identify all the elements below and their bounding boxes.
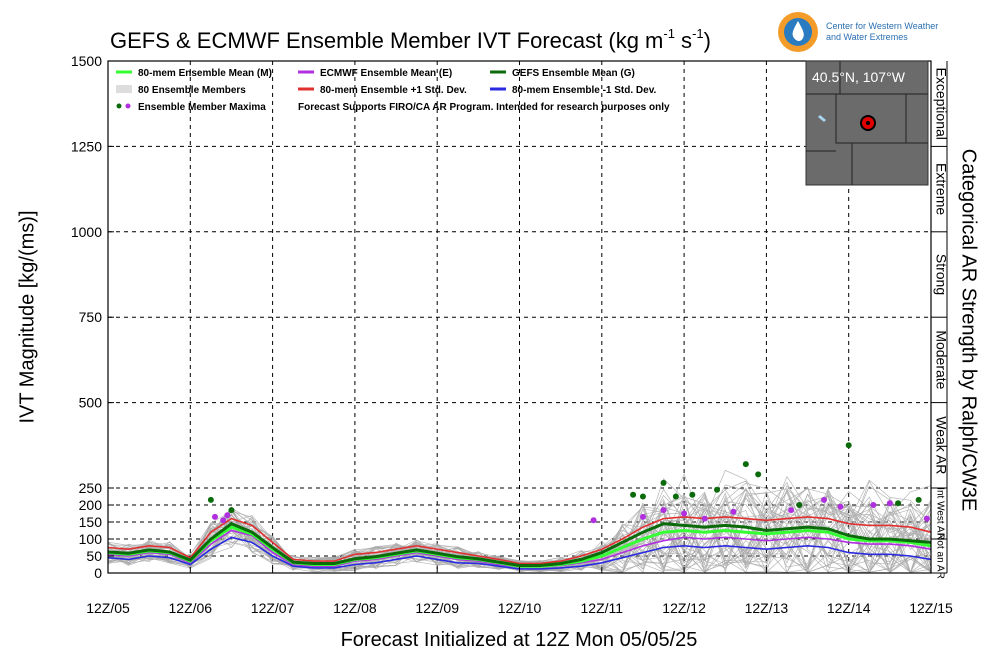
lake-shape: [818, 115, 826, 122]
logo-line-1: Center for Western Weather: [826, 21, 938, 31]
maxima-dot-gefs: [689, 491, 696, 498]
x-tick-label: 12Z/12: [662, 600, 706, 616]
x-tick-label: 12Z/13: [745, 600, 789, 616]
ensemble-maxima: [207, 442, 930, 524]
logo-line-2: and Water Extremes: [826, 32, 908, 42]
maxima-dot-ecmwf: [224, 512, 231, 519]
legend-label: GEFS Ensemble Mean (G): [512, 68, 635, 79]
category-label: Exceptional: [933, 68, 949, 140]
maxima-dot-ecmwf: [639, 513, 646, 520]
maxima-dot-ecmwf: [821, 496, 828, 503]
ar-strength-label: Categorical AR Strength by Ralph/CW3E: [958, 149, 980, 511]
legend-label: 80-mem Ensemble Mean (M): [138, 68, 272, 79]
x-tick-label: 12Z/07: [251, 600, 295, 616]
legend-label: ECMWF Ensemble Mean (E): [320, 68, 452, 79]
maxima-dot-ecmwf: [923, 515, 930, 522]
legend-swatch: [116, 103, 122, 109]
category-label: Int West AR: [934, 487, 945, 540]
x-tick-label: 12Z/05: [86, 600, 130, 616]
maxima-dot-gefs: [915, 496, 922, 503]
maxima-dot-ecmwf: [886, 500, 893, 507]
x-tick-label: 12Z/10: [498, 600, 542, 616]
maxima-dot-gefs: [755, 471, 762, 478]
maxima-dot-gefs: [639, 493, 646, 500]
category-label: Moderate: [933, 330, 949, 389]
category-label: Not an AR: [934, 533, 945, 579]
y-tick-label: 1250: [71, 138, 102, 154]
maxima-dot-ecmwf: [681, 510, 688, 517]
series-lines: [107, 516, 932, 570]
maxima-dot-ecmwf: [220, 517, 227, 524]
maxima-dot-gefs: [845, 442, 852, 449]
maxima-dot-gefs: [207, 496, 214, 503]
x-tick-label: 12Z/11: [581, 600, 624, 616]
y-tick-label: 150: [79, 514, 103, 530]
y-tick-label: 100: [79, 531, 103, 547]
legend: 80-mem Ensemble Mean (M) ECMWF Ensemble M…: [116, 68, 670, 113]
category-label: Strong: [933, 254, 949, 295]
category-label: Extreme: [933, 163, 949, 215]
y-tick-label: 1500: [71, 53, 102, 69]
legend-note: Forecast Supports FIRO/CA AR Program. In…: [298, 102, 670, 113]
legend-label: 80-mem Ensemble +1 Std. Dev.: [320, 85, 467, 96]
x-tick-label: 12Z/08: [333, 600, 377, 616]
maxima-dot-ecmwf: [660, 507, 667, 514]
x-axis-label: Forecast Initialized at 12Z Mon 05/05/25: [341, 629, 698, 651]
y-tick-label: 750: [79, 309, 103, 325]
maxima-dot-gefs: [660, 479, 667, 486]
water-drop-icon: [778, 12, 818, 52]
cw3e-logo: Center for Western Weather and Water Ext…: [778, 12, 938, 52]
maxima-dot-gefs: [796, 502, 803, 508]
chart-title: GEFS & ECMWF Ensemble Member IVT Forecas…: [110, 26, 711, 53]
maxima-dot-ecmwf: [590, 517, 597, 524]
y-tick-label: 0: [94, 565, 102, 581]
maxima-dot-gefs: [228, 507, 235, 514]
maxima-dot-gefs: [895, 500, 902, 507]
maxima-dot-gefs: [742, 461, 749, 468]
maxima-dot-ecmwf: [788, 507, 795, 514]
y-tick-label: 250: [79, 480, 103, 496]
state-borders: [806, 61, 928, 185]
x-tick-label: 12Z/09: [415, 600, 459, 616]
y-tick-label: 50: [86, 548, 102, 564]
legend-swatch: [125, 103, 131, 109]
x-tick-label: 12Z/15: [909, 600, 953, 616]
x-tick-label: 12Z/06: [169, 600, 213, 616]
maxima-dot-ecmwf: [870, 502, 877, 508]
y-axis-label: IVT Magnitude [kg/(ms)]: [16, 210, 38, 423]
y-tick-label: 200: [79, 497, 103, 513]
location-label: 40.5°N, 107°W: [812, 69, 906, 85]
inset-map: 40.5°N, 107°W: [805, 60, 929, 186]
series-line-3: [107, 516, 932, 565]
legend-label: 80-mem Ensemble -1 Std. Dev.: [512, 85, 657, 96]
y-tick-label: 500: [79, 395, 103, 411]
category-label: Weak AR: [933, 416, 949, 474]
x-tick-label: 12Z/14: [827, 600, 871, 616]
maxima-dot-ecmwf: [211, 513, 218, 520]
maxima-dot-gefs: [630, 491, 637, 498]
legend-label: 80 Ensemble Members: [138, 85, 246, 96]
legend-label: Ensemble Member Maxima: [138, 102, 266, 113]
maxima-dot-gefs: [714, 486, 721, 493]
series-line-2: [107, 521, 932, 568]
maxima-dot-ecmwf: [701, 515, 708, 522]
y-tick-label: 1000: [71, 224, 102, 240]
maxima-dot-ecmwf: [730, 508, 737, 515]
maxima-dot-ecmwf: [837, 503, 844, 510]
maxima-dot-gefs: [672, 493, 679, 500]
